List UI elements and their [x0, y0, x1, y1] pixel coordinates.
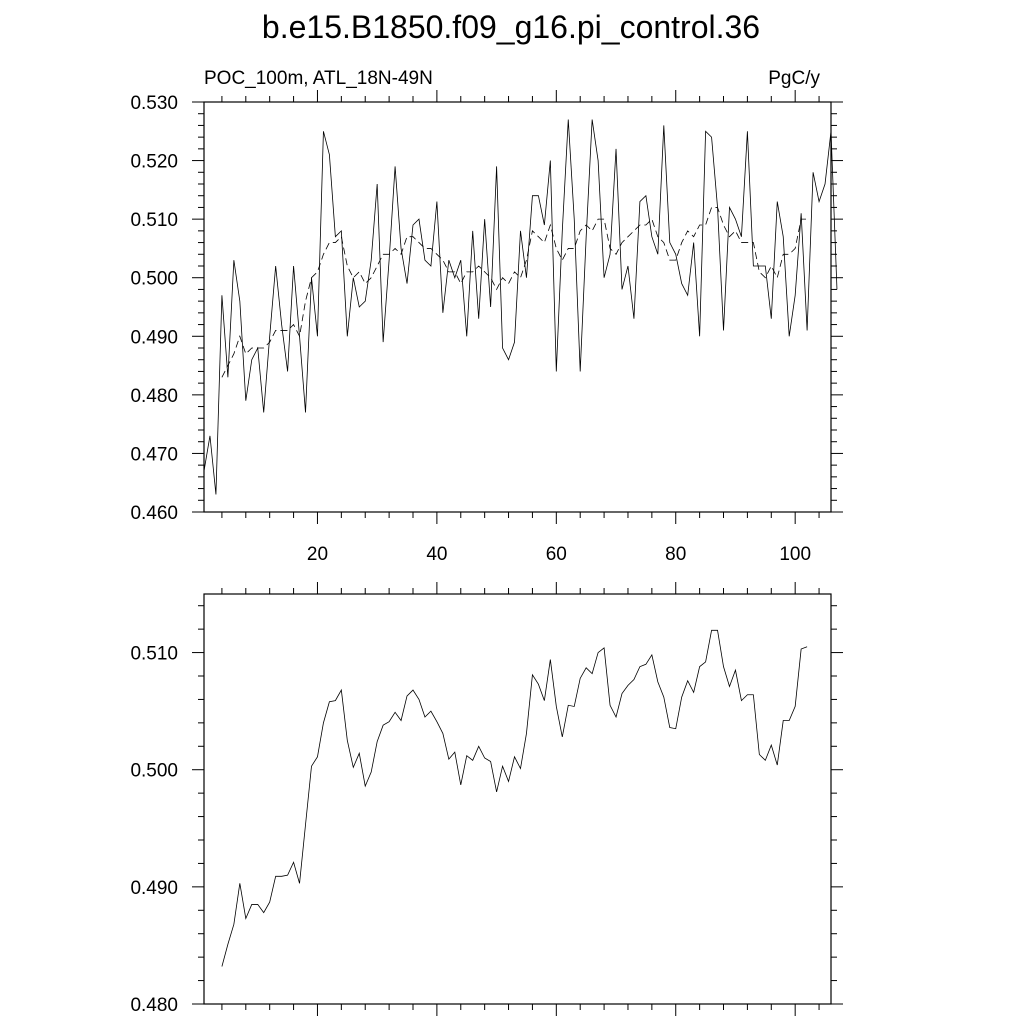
bottom-y-tick-label: 0.480 — [130, 995, 178, 1016]
top-y-tick-label: 0.480 — [130, 386, 178, 407]
top-panel-units-label: PgC/y — [768, 68, 820, 89]
bottom-y-tick-label: 0.500 — [130, 761, 178, 782]
top-x-tick-label: 40 — [426, 544, 447, 565]
bottom-y-tick-label: 0.510 — [130, 644, 178, 665]
top-y-tick-label: 0.500 — [130, 269, 178, 290]
bottom-y-tick-label: 0.490 — [130, 878, 178, 899]
top-y-tick-label: 0.530 — [130, 93, 178, 114]
top-x-tick-label: 100 — [779, 544, 811, 565]
top-panel: POC_100m, ATL_18N-49N PgC/y 20 40 60 80 100 0… — [130, 68, 843, 565]
bottom-series-line-solid — [221, 629, 808, 967]
top-y-tick-label: 0.460 — [130, 503, 178, 524]
bottom-plot-frame — [203, 593, 832, 1005]
top-y-tick-label: 0.520 — [130, 152, 178, 173]
top-series-line-dashed — [221, 207, 808, 378]
top-y-tick-label: 0.470 — [130, 444, 178, 465]
top-x-tick-label: 20 — [307, 544, 328, 565]
top-x-tick-label: 60 — [546, 544, 567, 565]
top-x-tick-label: 80 — [665, 544, 686, 565]
top-plot-frame — [203, 101, 832, 513]
bottom-panel: 0.480 0.490 0.500 0.510 — [130, 582, 843, 1016]
top-y-tick-label: 0.510 — [130, 210, 178, 231]
top-series-line-solid — [203, 119, 838, 495]
top-panel-variable-label: POC_100m, ATL_18N-49N — [204, 68, 433, 89]
figure-title: b.e15.B1850.f09_g16.pi_control.36 — [262, 9, 760, 45]
top-y-tick-label: 0.490 — [130, 327, 178, 348]
